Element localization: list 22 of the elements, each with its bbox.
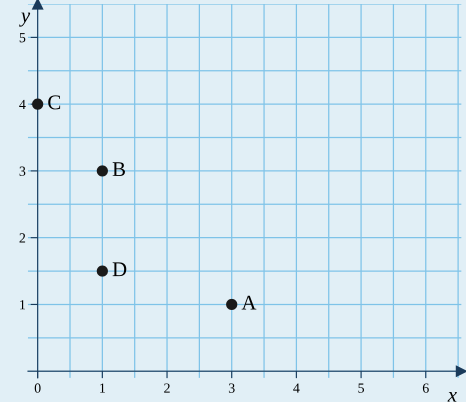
x-axis-title: x bbox=[448, 392, 457, 402]
point bbox=[96, 265, 108, 277]
y-tick-label: 4 bbox=[19, 100, 26, 109]
point bbox=[32, 98, 44, 110]
y-tick-label: 5 bbox=[20, 33, 26, 42]
x-tick-label: 6 bbox=[422, 383, 429, 393]
annotation: D bbox=[112, 262, 126, 276]
annotation: C bbox=[48, 95, 60, 110]
x-tick-label: 5 bbox=[358, 384, 364, 393]
x-tick-label: 1 bbox=[100, 383, 105, 393]
x-tick-label: 0 bbox=[34, 383, 41, 393]
y-axis-title: y bbox=[19, 12, 30, 27]
x-tick-label: 4 bbox=[293, 384, 300, 393]
x-tick-label: 2 bbox=[164, 383, 170, 393]
annotation: A bbox=[242, 296, 256, 310]
x-tick-label: 3 bbox=[228, 383, 235, 393]
point bbox=[226, 298, 238, 310]
y-tick-label: 3 bbox=[20, 166, 26, 176]
y-tick-label: 1 bbox=[20, 300, 26, 310]
annotation: B bbox=[112, 162, 125, 176]
point bbox=[96, 165, 108, 177]
y-tick-label: 2 bbox=[20, 233, 26, 242]
